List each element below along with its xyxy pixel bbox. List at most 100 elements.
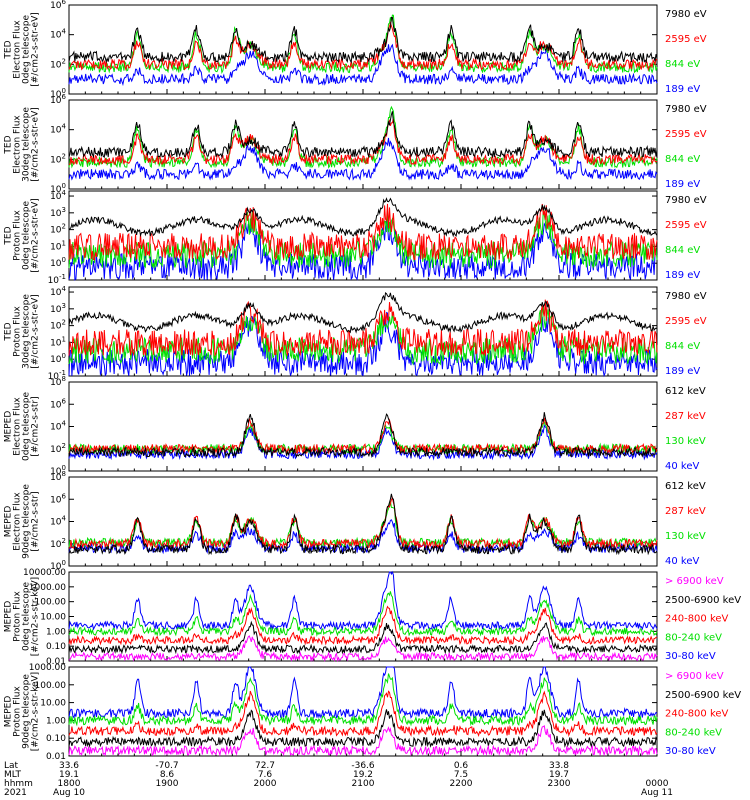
panel-2-series-1 [68,111,658,160]
panel-4-ylabel: TEDProton Flux30deg telescope[#/cm2-s-st… [4,294,41,369]
panel-8-ytick-label: 100.00 [35,681,67,691]
panel-7-series-4 [68,591,658,637]
xaxis-tick-label: 2200 [450,779,473,789]
panel-1-ytick-label: 102 [50,57,66,70]
panel-7-ylabel: MEPEDProton Flux0deg telescope[#/cm2-s-s… [4,577,41,656]
panel-7-series-5 [68,570,658,631]
xaxis-tick-label: 1900 [156,779,179,789]
panel-5-series-2 [68,417,658,455]
panel-4-legend-2: 2595 eV [665,316,707,327]
panel-5-ytick-label: 102 [50,442,66,455]
panel-4-series-4 [68,312,658,378]
panel-7-series-1 [68,635,658,663]
panel-4-series-2 [68,299,658,358]
panel-6-ylabel: MEPEDElectron Flux90deg telescope[#/cm2-… [4,484,41,559]
panel-7-legend-1: > 6900 keV [665,576,724,587]
panel-3-ytick-label: 101 [50,239,66,252]
panel-7-ytick-label: 1000.00 [29,583,66,593]
panel-8-series-3 [68,690,658,738]
panel-2-ylabel: TEDElectron Flux30deg telescope[#/cm2-s-… [4,107,41,182]
panel-1-series-4 [68,43,658,87]
xaxis-tick-label: Aug 10 [53,788,85,798]
panel-8-ylabel: MEPEDProton Flux90deg telescope[#/cm2-s-… [4,672,41,751]
panel-1-series-1 [68,16,658,64]
panel-2-series-2 [68,118,658,166]
panel-2-legend-2: 2595 eV [665,129,707,140]
panel-7-series-3 [68,605,658,646]
panel-8-series-5 [68,666,658,720]
panel-4-ytick-label: 103 [50,302,66,315]
panel-7-ytick-label: 10.00 [40,613,66,623]
panel-2-ytick-label: 104 [50,123,66,136]
panel-2-legend-1: 7980 eV [665,104,707,115]
xaxis-tick-label: Aug 11 [641,788,673,798]
panel-5-legend-4: 40 keV [665,461,699,472]
xaxis-tick-label: 2100 [352,779,375,789]
panel-6-ytick-label: 108 [50,470,66,483]
panel-3-ytick-label: 102 [50,223,66,236]
xaxis-tick-label: -70.7 [155,761,178,771]
xaxis-row-label-mlt: MLT [4,770,22,780]
panel-3-series-1 [68,197,658,238]
panel-7-legend-4: 80-240 keV [665,632,722,643]
xaxis-row-label-hhmm: hhmm [4,779,33,789]
panel-3-series-2 [68,203,658,261]
panel-5-ytick-label: 100 [50,464,66,477]
panel-5-legend-1: 612 keV [665,386,706,397]
panel-8-legend-4: 80-240 keV [665,727,722,738]
panel-6-ytick-label: 102 [50,537,66,550]
panel-2-ytick-label: 100 [50,182,66,195]
xaxis-tick-label: 33.8 [549,761,569,771]
xaxis-tick-label: 2000 [254,779,277,789]
panel-5-ytick-label: 108 [50,375,66,388]
panel-6-series-4 [68,519,658,555]
panel-3-ylabel: TEDProton Flux0deg telescope[#/cm2-s-str… [4,198,41,273]
panel-8-series-2 [68,709,658,748]
xaxis-row-label-lat: Lat [4,761,19,771]
panel-6-legend-4: 40 keV [665,556,699,567]
panel-8-ytick-label: 1000.00 [29,663,66,673]
panel-1-ylabel: TEDElectron Flux0deg telescope[#/cm2-s-s… [4,12,41,87]
panel-5-legend-3: 130 keV [665,436,706,447]
xaxis-tick-label: 1800 [58,779,81,789]
panel-8-ytick-label: 1.00 [46,716,66,726]
panel-4-legend-3: 844 eV [665,341,700,352]
xaxis-tick-label: 19.7 [549,770,569,780]
xaxis-tick-label: 19.1 [59,770,79,780]
panel-4-series-1 [68,291,658,334]
xaxis-tick-label: 33.6 [59,761,79,771]
panel-1-ytick-label: 106 [50,0,66,11]
panel-7-ytick-label: 100.00 [35,598,67,608]
panel-4-ytick-label: 101 [50,335,66,348]
panel-2-series-4 [68,137,658,181]
panel-7-legend-5: 30-80 keV [665,651,716,662]
xaxis-tick-label: 0000 [646,779,669,789]
panel-8-ytick-label: 0.01 [46,752,66,762]
panel-6-ytick-label: 104 [50,515,66,528]
panel-1-legend-2: 2595 eV [665,34,707,45]
panel-6-ytick-label: 100 [50,559,66,572]
panel-6-legend-1: 612 keV [665,481,706,492]
panel-1-legend-4: 189 eV [665,84,700,95]
panel-3-ytick-label: 10-1 [48,273,66,286]
panel-3-legend-4: 189 eV [665,270,700,281]
xaxis-tick-label: 7.6 [258,770,273,780]
panel-6-series-1 [68,493,658,556]
panel-6-legend-2: 287 keV [665,506,706,517]
panel-3-ytick-label: 103 [50,206,66,219]
panel-1-series-3 [68,14,658,74]
panel-2-frame [68,99,658,190]
panel-2-legend-4: 189 eV [665,179,700,190]
panel-6-ytick-label: 106 [50,492,66,505]
xaxis-tick-label: 72.7 [255,761,275,771]
panel-5-frame [68,381,658,472]
panel-2-ytick-label: 102 [50,152,66,165]
xaxis-row-label-2021: 2021 [4,788,27,798]
panel-5-legend-2: 287 keV [665,411,706,422]
xaxis-tick-label: 2300 [548,779,571,789]
panel-7-legend-2: 2500-6900 keV [665,595,741,606]
panel-2-ytick-label: 106 [50,93,66,106]
panel-1-series-2 [68,21,658,72]
panel-4-legend-1: 7980 eV [665,291,707,302]
